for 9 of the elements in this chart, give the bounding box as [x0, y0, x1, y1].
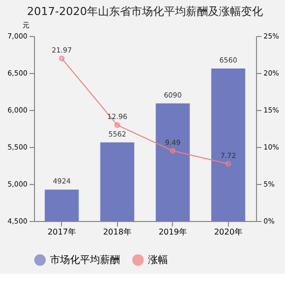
x-tick-label: 2017年 [48, 228, 76, 236]
point [170, 148, 176, 154]
legend-label: 市场化平均薪酬 [50, 254, 120, 266]
chart-title: 2017-2020年山东省市场化平均薪酬及涨幅变化 [27, 5, 263, 18]
x-tick-label: 2019年 [158, 228, 187, 236]
x-tick-label: 2020年 [214, 228, 242, 236]
point [114, 122, 120, 128]
legend-label: 涨幅 [148, 254, 168, 266]
x-tick-label: 2018年 [103, 228, 132, 236]
